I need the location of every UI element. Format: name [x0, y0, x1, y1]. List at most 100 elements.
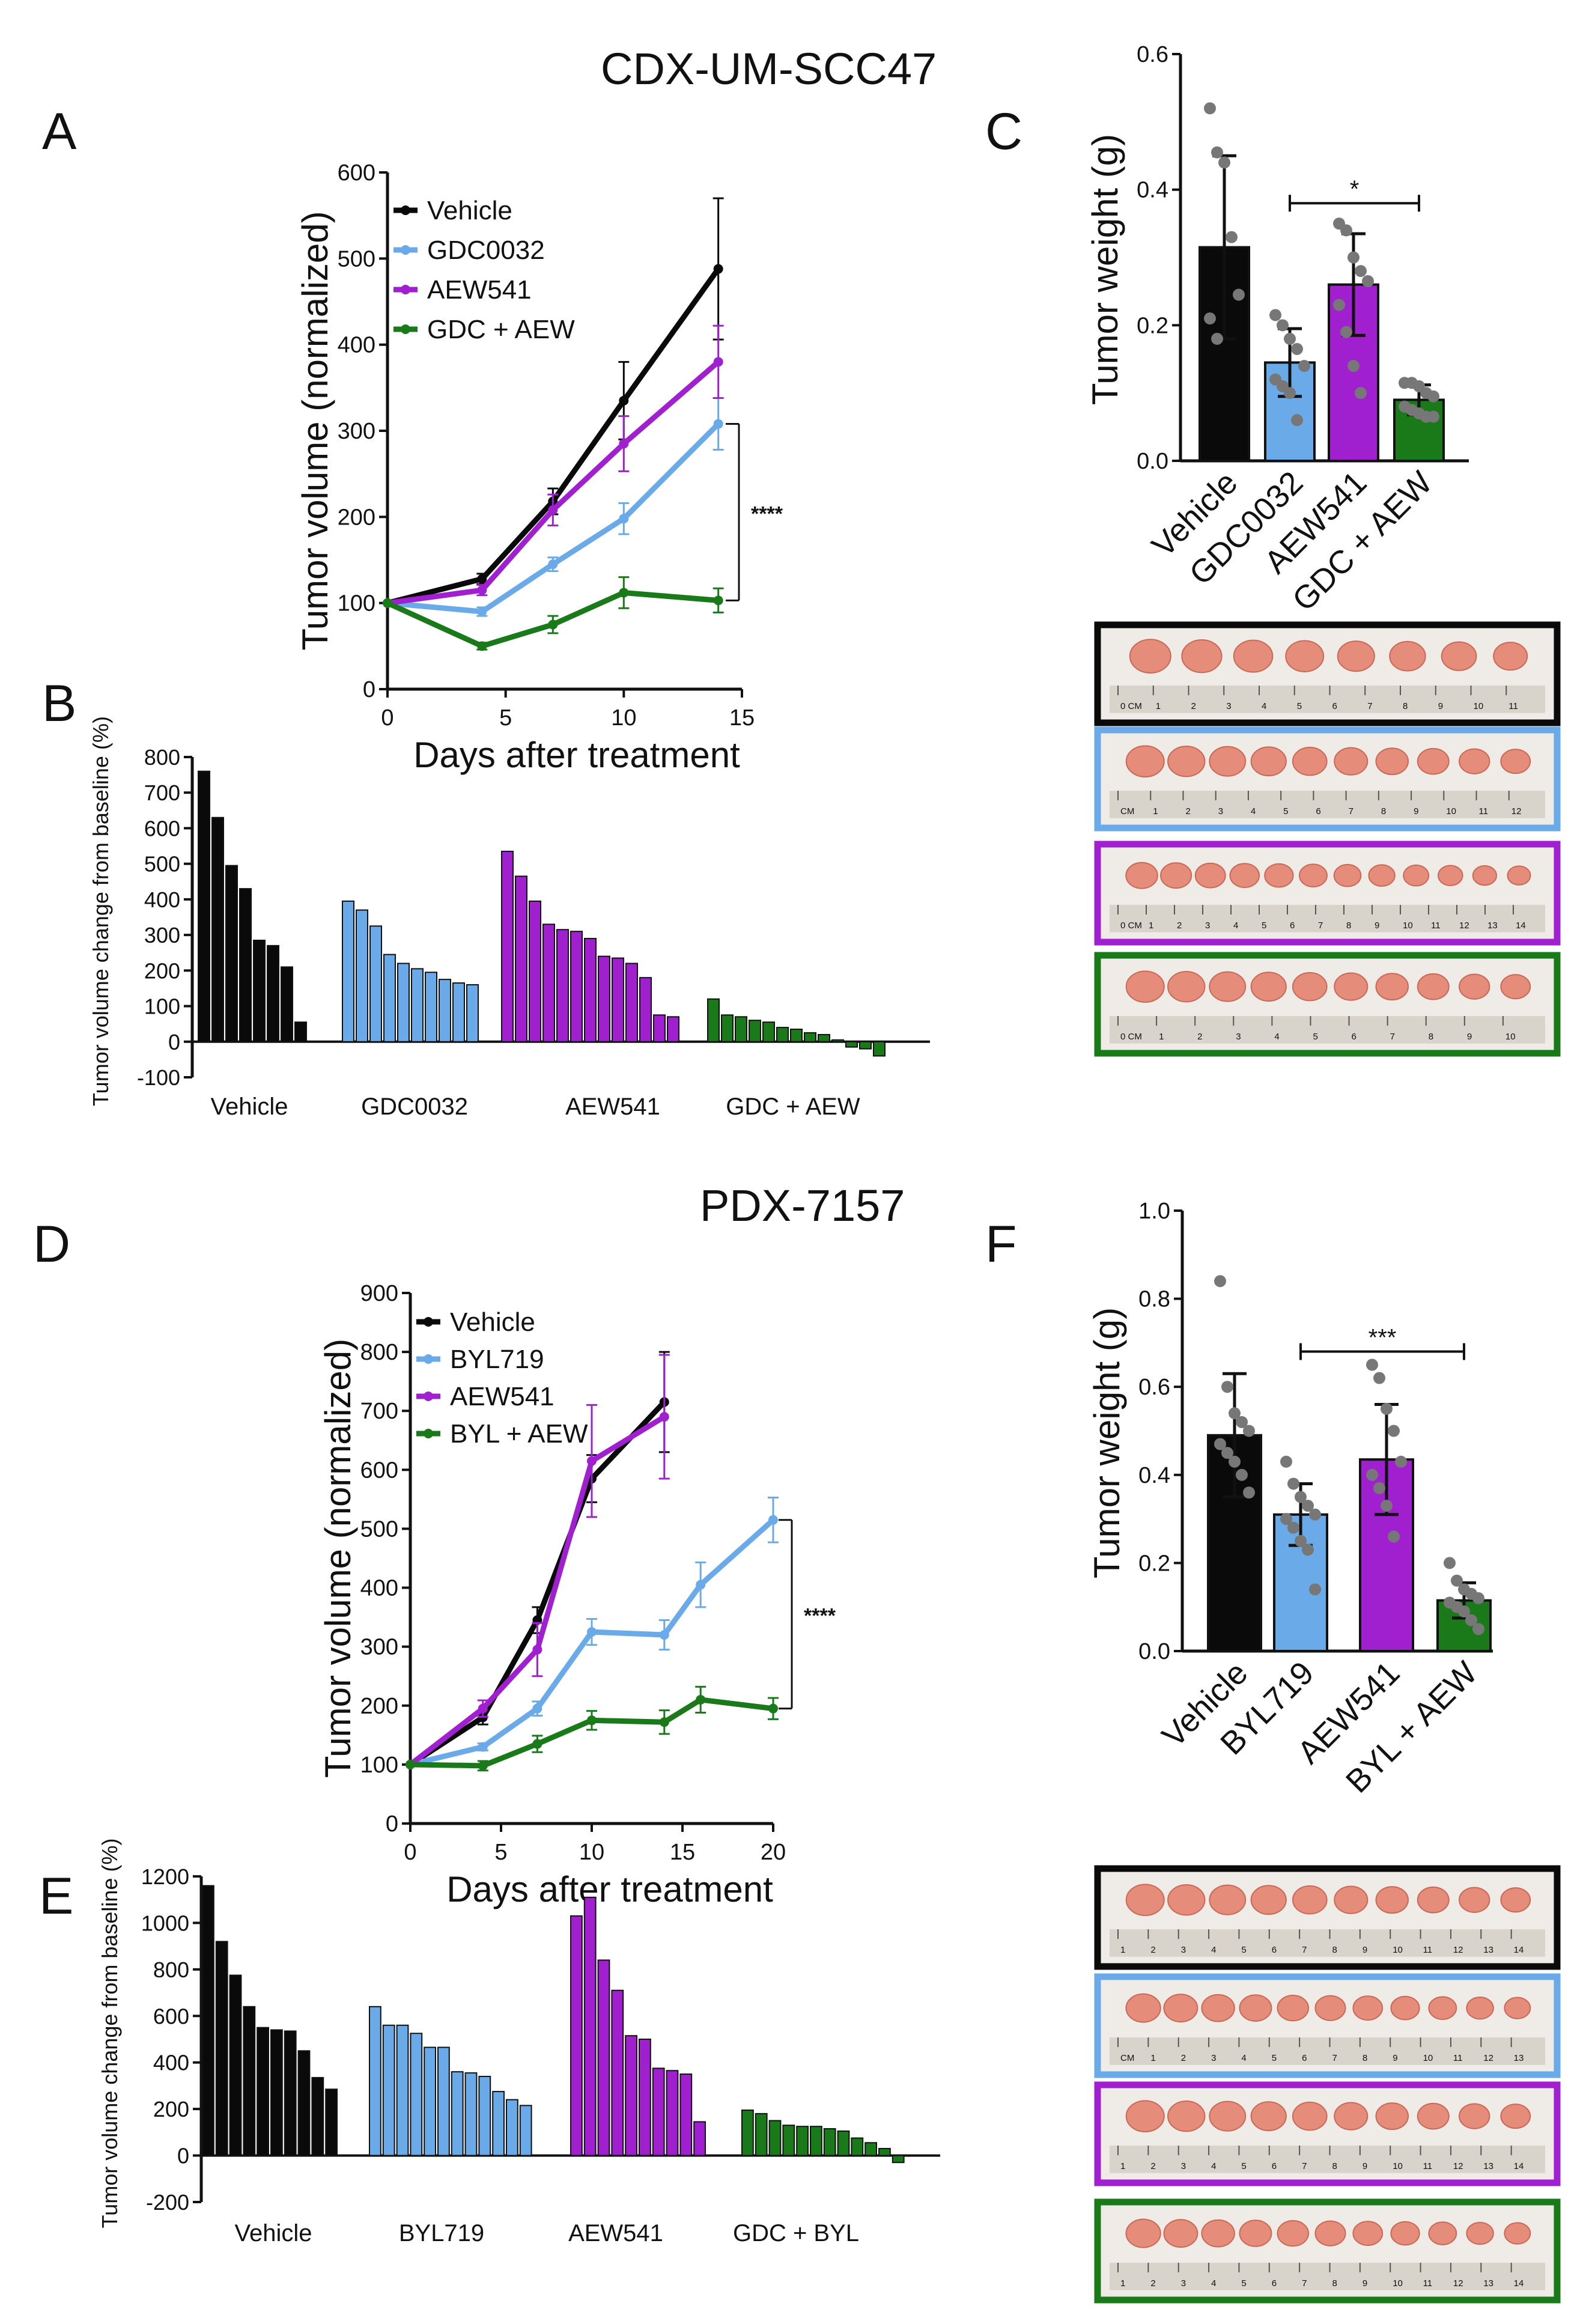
tumor-specimen [1209, 2100, 1247, 2132]
y-tick-label: 400 [338, 333, 375, 358]
individual-point [1355, 387, 1367, 400]
waterfall-bar [253, 939, 266, 1042]
ruler-label: 2 [1197, 1032, 1202, 1042]
y-tick-label: -200 [146, 2190, 189, 2215]
ruler-label: 4 [1274, 1032, 1279, 1042]
tumor-specimen [1428, 2221, 1457, 2245]
ruler-label: 1 [1120, 2278, 1125, 2289]
waterfall-bar [383, 954, 396, 1042]
individual-point [1236, 1468, 1248, 1481]
waterfall-bar [239, 888, 252, 1042]
tumor-specimen [1417, 747, 1450, 775]
waterfall-bar [639, 977, 652, 1042]
individual-point [1355, 265, 1367, 278]
individual-point [1226, 231, 1238, 243]
y-tick-label: 100 [360, 1753, 398, 1778]
ruler-label: 5 [1262, 920, 1266, 931]
waterfall-bar [311, 2076, 324, 2156]
tumor-specimen [1417, 2102, 1450, 2130]
individual-point [1214, 1438, 1226, 1450]
waterfall-bar [583, 1896, 597, 2156]
individual-point [1243, 1486, 1255, 1499]
tumor-specimen [1125, 862, 1158, 889]
x-tick-label: 5 [499, 705, 512, 731]
tumor-specimen [1352, 1995, 1384, 2021]
legend-marker [424, 1354, 433, 1364]
legend-label: Vehicle [450, 1307, 535, 1337]
waterfall-bar [639, 2039, 651, 2156]
data-point [477, 641, 487, 651]
significance-stars: *** [1369, 1325, 1397, 1351]
tumor-specimen [1459, 748, 1490, 774]
individual-point [1366, 1468, 1378, 1481]
ruler-label: 6 [1272, 2278, 1277, 2289]
group-label: Vehicle [211, 1094, 288, 1120]
individual-point [1427, 410, 1439, 423]
ruler-label: 2 [1150, 1945, 1155, 1955]
tumor-specimen [1504, 1997, 1531, 2019]
ruler-label: 4 [1251, 806, 1256, 817]
ruler-label: 4 [1233, 920, 1238, 931]
y-tick-label: 400 [153, 2051, 189, 2075]
waterfall-bar [501, 850, 514, 1042]
ruler-label: 2 [1177, 920, 1182, 931]
individual-point [1388, 1530, 1400, 1543]
tumor-specimen [1389, 640, 1426, 672]
individual-point [1366, 1358, 1378, 1371]
individual-point [1451, 1574, 1463, 1587]
tumor-specimen [1233, 639, 1274, 673]
y-tick-label: 200 [338, 505, 375, 530]
panel-d-line-chart: 0 100 200 300 400 500 600 700 800 900 0 5 10 15 20 Days… [318, 1281, 836, 1909]
y-tick-label: 800 [144, 745, 180, 770]
individual-point [1295, 1535, 1307, 1547]
y-tick-label: 600 [360, 1458, 398, 1483]
y-axis-label: Tumor volume (normalized) [318, 1339, 358, 1778]
ruler-label: 4 [1241, 2053, 1246, 2063]
waterfall-bar [859, 1041, 872, 1050]
y-tick-label: 100 [338, 591, 375, 616]
data-point [713, 357, 723, 367]
legend-marker [401, 245, 410, 255]
group-label: BYL719 [399, 2220, 484, 2246]
individual-point [1280, 1455, 1292, 1468]
tumor-specimen [1337, 640, 1375, 672]
ruler-label: 13 [1514, 2053, 1524, 2063]
tumor-specimen [1298, 863, 1328, 888]
y-tick-label: 400 [360, 1576, 398, 1601]
waterfall-bar [584, 938, 597, 1042]
waterfall-bar [666, 2070, 679, 2156]
individual-point [1287, 1477, 1299, 1490]
tumor-specimen [1500, 749, 1531, 774]
tumor-specimen [1239, 2219, 1272, 2247]
y-tick-label: 300 [338, 419, 375, 444]
x-tick-label: 0 [381, 705, 393, 731]
y-tick-label: 700 [360, 1399, 398, 1424]
waterfall-bar [202, 1885, 214, 2156]
ruler-label: 1 [1150, 2053, 1155, 2063]
data-point [532, 1739, 542, 1749]
ruler-label: 5 [1313, 1032, 1317, 1042]
data-point [713, 264, 723, 274]
tumor-specimen [1459, 2103, 1490, 2129]
y-tick-label: 100 [144, 994, 180, 1019]
y-axis-label: Tumor weight (g) [1087, 1307, 1127, 1578]
individual-point [1233, 288, 1245, 301]
waterfall-bar [506, 2099, 518, 2156]
waterfall-bar [451, 2071, 464, 2156]
tumor-specimen [1181, 639, 1223, 674]
y-tick-label: 0.6 [1137, 42, 1168, 67]
ruler-label: 1 [1156, 701, 1161, 711]
tumor-specimen [1368, 864, 1396, 887]
significance-stars: * [1350, 176, 1360, 202]
ruler-label: 7 [1302, 2161, 1307, 2171]
ruler-label: CM [1120, 806, 1134, 817]
panel-b-waterfall-chart: -100 0 100 200 300 400 500 600 700 800 Tumor volum… [88, 716, 930, 1120]
waterfall-bar [597, 1959, 610, 2156]
ruler-label: 0 CM [1120, 1032, 1142, 1042]
waterfall-bar [818, 1033, 830, 1042]
waterfall-bar [267, 945, 279, 1042]
ruler-label: 12 [1483, 2053, 1493, 2063]
data-point [619, 588, 629, 598]
ruler [1110, 905, 1545, 932]
waterfall-bar [878, 2147, 891, 2156]
